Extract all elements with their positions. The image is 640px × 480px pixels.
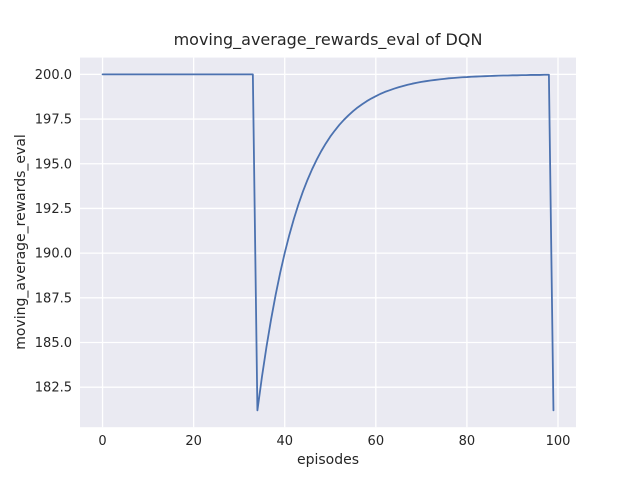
y-axis-label: moving_average_rewards_eval [13,134,29,350]
x-tick-label: 40 [276,434,293,449]
grid-lines [80,57,576,428]
x-tick-label: 20 [185,434,202,449]
chart-title: moving_average_rewards_eval of DQN [174,30,483,50]
series-line-dqn [101,73,555,412]
x-tick-label: 0 [98,434,106,449]
y-tick-label: 182.5 [35,381,72,396]
y-tick-label: 200.0 [35,68,72,83]
x-axis-label: episodes [297,452,359,468]
x-tick-label: 60 [368,434,385,449]
x-tick-label: 100 [546,434,571,449]
plot-background [80,57,576,428]
y-tick-label: 197.5 [35,113,72,128]
y-tick-label: 187.5 [35,291,72,306]
tick-labels: 0 20 40 60 80 100 182.5 185.0 187.5 190.0 192.5 195… [35,68,571,449]
y-tick-label: 195.0 [35,157,72,172]
y-tick-label: 192.5 [35,202,72,217]
x-tick-label: 80 [459,434,476,449]
series-lines [101,73,555,412]
y-tick-label: 190.0 [35,247,72,262]
y-tick-label: 185.0 [35,336,72,351]
